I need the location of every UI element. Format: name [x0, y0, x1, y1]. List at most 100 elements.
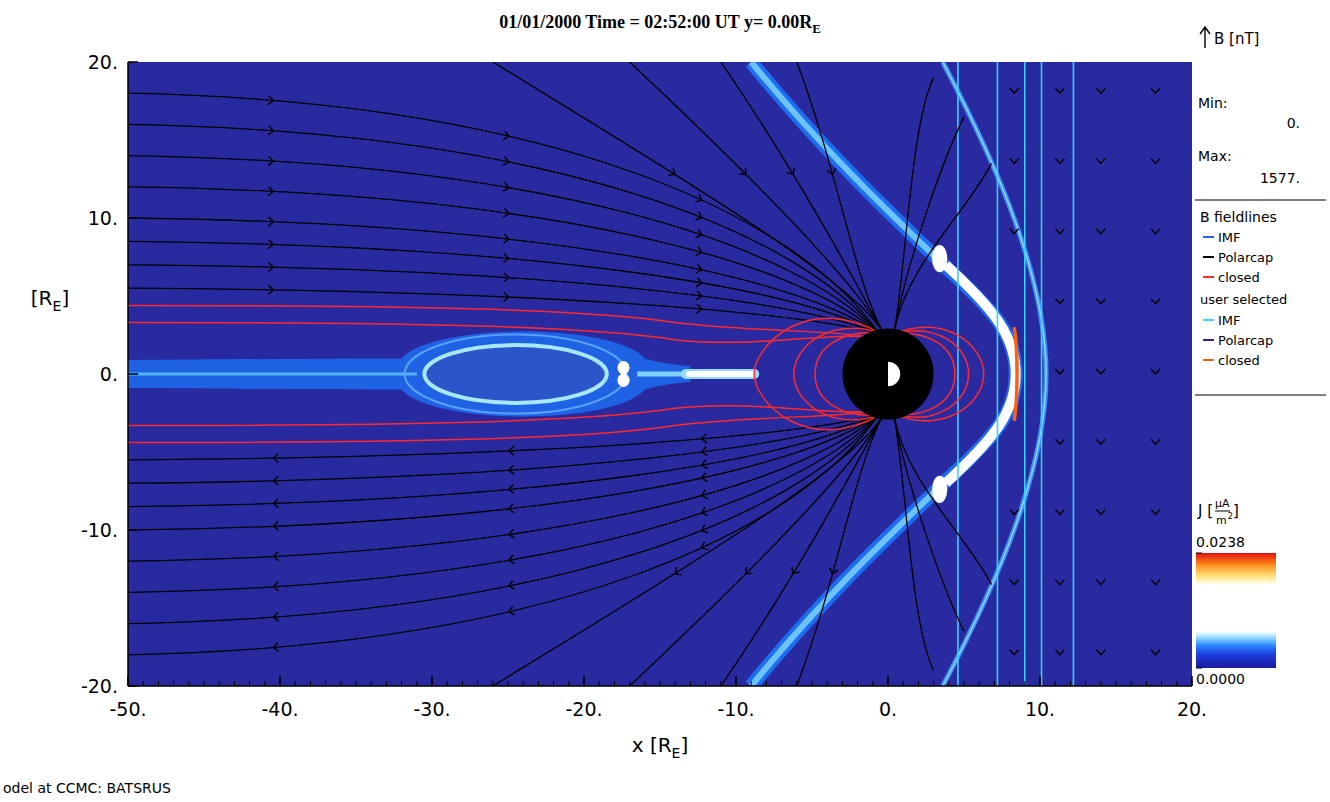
field-arrow — [701, 460, 707, 470]
field-arrow — [1055, 580, 1064, 585]
field-arrow — [1151, 229, 1160, 234]
earth-symbol — [875, 361, 901, 387]
field-arrow — [1055, 158, 1064, 163]
minor-tick — [1085, 681, 1086, 686]
colorbar-label: m — [1216, 514, 1227, 527]
x-tick-label: -50. — [109, 698, 146, 720]
minor-tick — [903, 681, 904, 686]
field-arrow — [508, 581, 515, 591]
x-tick-label: 10. — [1025, 698, 1055, 720]
earth-night — [875, 361, 888, 387]
field-arrow — [1055, 299, 1064, 304]
field-arrow — [273, 454, 278, 463]
b-arrow — [1200, 27, 1210, 48]
earth — [842, 328, 933, 419]
field-arrow — [696, 247, 703, 257]
minor-tick — [325, 681, 326, 686]
closed-fieldline — [128, 323, 882, 343]
minor-tick — [264, 681, 265, 686]
figure: -50.-40.-30.-20.-10.0.10.20.-20.-10.0.10… — [0, 0, 1330, 802]
tail-current-core — [128, 373, 417, 376]
minor-tick — [705, 681, 706, 686]
bow-shock — [943, 62, 1046, 686]
colorbar-label: J [ — [1197, 502, 1213, 520]
minor-tick — [1146, 681, 1147, 686]
polarcap-fieldline — [894, 416, 934, 670]
legend-label: closed — [1218, 353, 1260, 368]
field-arrow — [1151, 650, 1160, 655]
field-arrow — [1151, 158, 1160, 163]
minor-tick — [1009, 681, 1010, 686]
field-arrow — [508, 465, 514, 474]
y-tick — [128, 373, 138, 375]
field-arrow — [701, 434, 707, 443]
colorbar-tick-label: 0.0238 — [1196, 534, 1245, 550]
legend-swatch — [1203, 276, 1214, 278]
x-tick-label: -40. — [261, 698, 298, 720]
polarcap-fieldline — [128, 415, 879, 530]
field-arrow — [1055, 229, 1064, 234]
polarcap-fieldline — [797, 415, 884, 686]
b-min-title: Min: — [1198, 95, 1228, 111]
field-arrow — [273, 612, 279, 621]
minor-tick — [599, 681, 600, 686]
minor-tick — [477, 681, 478, 686]
field-arrow — [789, 567, 799, 576]
field-arrow — [509, 446, 514, 455]
field-arrow — [508, 555, 514, 565]
field-arrow — [696, 278, 702, 288]
field-arrow — [700, 490, 707, 500]
field-arrow — [1055, 88, 1064, 93]
minor-tick — [857, 681, 858, 686]
field-arrow — [828, 568, 838, 575]
cusp-current — [932, 476, 947, 503]
minor-tick — [1024, 681, 1025, 686]
magnetopause — [751, 62, 1016, 686]
magnetopause-core — [1014, 327, 1017, 421]
field-arrow — [700, 507, 708, 517]
colorbar-label: μA — [1215, 497, 1230, 510]
legend-swatch — [1203, 319, 1214, 321]
field-arrow — [268, 187, 273, 196]
legend-swatch — [1203, 339, 1214, 341]
field-arrow — [1096, 158, 1105, 163]
colorbar — [1196, 553, 1276, 668]
polarcap-fieldline — [493, 415, 884, 686]
x-tick — [127, 676, 129, 686]
minor-tick — [644, 681, 645, 686]
minor-tick — [158, 681, 159, 686]
field-arrow — [504, 292, 509, 301]
field-arrow — [668, 168, 677, 178]
y-axis-title-part: [R — [31, 286, 53, 310]
plasmoid-outer — [405, 334, 627, 413]
field-arrow — [701, 447, 707, 457]
plot-area — [128, 62, 1192, 686]
minor-tick — [295, 681, 296, 686]
minor-tick — [188, 681, 189, 686]
field-arrow — [508, 485, 514, 494]
polarcap-fieldline — [721, 62, 884, 333]
minor-tick — [1055, 681, 1056, 686]
y-tick — [128, 685, 138, 687]
field-arrow — [1151, 369, 1160, 374]
field-arrow — [273, 521, 278, 530]
colorbar-tick — [1196, 668, 1202, 669]
field-arrow — [1010, 88, 1019, 93]
field-arrow — [743, 567, 753, 577]
field-arrow — [1096, 88, 1105, 93]
field-arrow — [508, 529, 514, 539]
legend-title: user selected — [1200, 292, 1287, 307]
minor-tick — [416, 681, 417, 686]
polarcap-fieldline — [894, 416, 991, 584]
polarcap-fieldline — [128, 218, 879, 333]
y-tick-label: 10. — [88, 207, 118, 229]
polarcap-fieldline — [894, 416, 964, 631]
polarcap-fieldline — [894, 78, 934, 332]
cusp-current — [932, 245, 947, 272]
b-min-value: 0. — [1287, 115, 1300, 131]
minor-tick — [568, 681, 569, 686]
tail-current-sheet — [128, 331, 690, 416]
x-line-current — [686, 369, 754, 379]
imf-fieldline — [957, 62, 959, 686]
plasmoid — [424, 345, 606, 403]
